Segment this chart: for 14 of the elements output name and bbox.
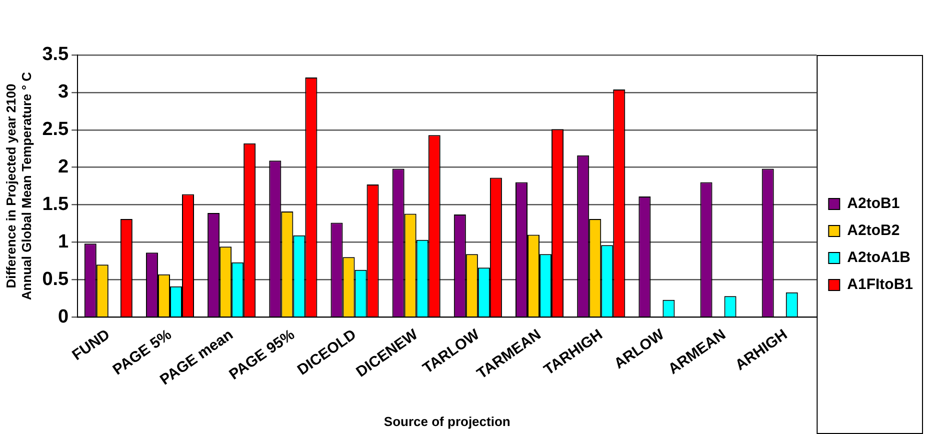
legend-label: A2toB2 xyxy=(847,222,900,240)
y-tick-label: 3 xyxy=(58,82,69,103)
y-tick-label: 0 xyxy=(58,306,69,328)
legend-label: A2toA1B xyxy=(847,249,911,266)
y-tick-label: 0.5 xyxy=(42,268,70,290)
legend-label: A2toB1 xyxy=(847,195,900,212)
y-tick-label: 3.5 xyxy=(42,44,70,66)
x-axis-title: Source of projection xyxy=(384,414,510,429)
y-tick-label: 2.5 xyxy=(42,119,70,140)
y-tick-label: 2 xyxy=(58,156,69,178)
y-axis-title: Difference in Projected year 2100 Annual Global Mean Temperature ° C xyxy=(3,71,34,300)
y-tick-label: 1.5 xyxy=(42,194,70,215)
y-tick-label: 1 xyxy=(58,231,70,252)
legend-label: A1FItoB1 xyxy=(847,276,914,294)
